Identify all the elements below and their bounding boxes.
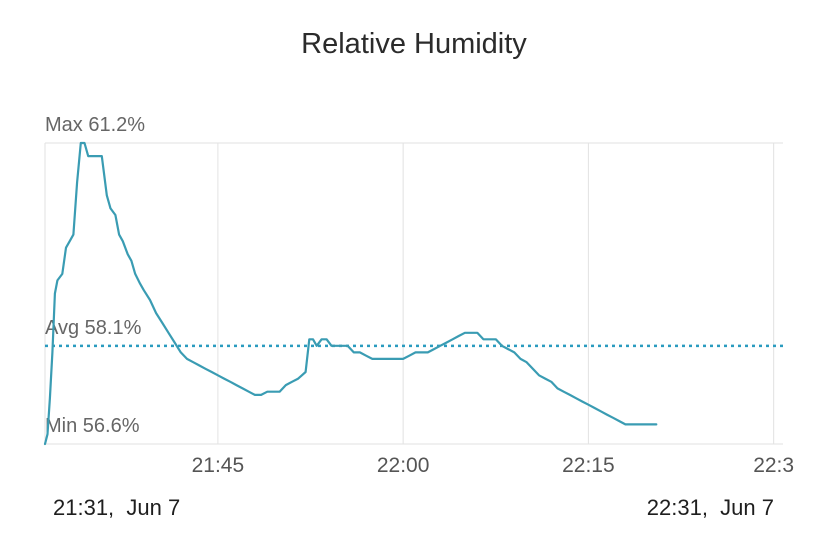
x-tick-labels: 21:45 22:00 22:15 22:3 xyxy=(192,454,794,477)
x-tick-label: 22:15 xyxy=(562,454,615,477)
stat-label: Avg 58.1% xyxy=(45,317,142,339)
x-tick-label: 21:45 xyxy=(192,454,245,477)
chart-title: Relative Humidity xyxy=(301,28,527,60)
stat-labels: Max 61.2% Avg 58.1% Min 56.6% xyxy=(45,114,145,437)
humidity-line xyxy=(43,141,658,446)
stat-label: Max 61.2% xyxy=(45,114,145,136)
x-tick-label: 22:3 xyxy=(753,454,794,477)
stat-label: Min 56.6% xyxy=(45,415,140,437)
x-tick-label: 22:00 xyxy=(377,454,430,477)
grid xyxy=(44,142,783,445)
range-end-label: 22:31, Jun 7 xyxy=(646,495,774,520)
range-start-label: 21:31, Jun 7 xyxy=(53,495,181,520)
series-layer xyxy=(43,141,783,446)
